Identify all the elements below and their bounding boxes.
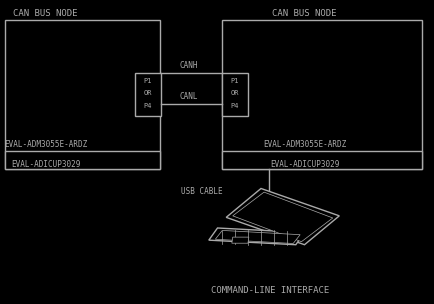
Text: P4: P4 xyxy=(230,103,239,109)
Polygon shape xyxy=(226,188,339,245)
Text: OR: OR xyxy=(230,90,239,96)
Text: CANL: CANL xyxy=(180,92,198,101)
Text: P1: P1 xyxy=(143,78,152,84)
FancyBboxPatch shape xyxy=(221,73,247,116)
Text: CAN BUS NODE: CAN BUS NODE xyxy=(272,9,336,18)
Text: EVAL-ADM3055E-ARDZ: EVAL-ADM3055E-ARDZ xyxy=(262,140,345,149)
Text: P1: P1 xyxy=(230,78,239,84)
Polygon shape xyxy=(208,228,304,245)
Text: P4: P4 xyxy=(143,103,152,109)
Polygon shape xyxy=(215,230,299,244)
Text: COMMAND-LINE INTERFACE: COMMAND-LINE INTERFACE xyxy=(210,286,328,295)
Text: CAN BUS NODE: CAN BUS NODE xyxy=(13,9,78,18)
Text: EVAL-ADM3055E-ARDZ: EVAL-ADM3055E-ARDZ xyxy=(4,140,87,149)
FancyBboxPatch shape xyxy=(5,151,159,169)
FancyBboxPatch shape xyxy=(221,151,421,169)
Text: USB CABLE: USB CABLE xyxy=(181,187,223,196)
FancyBboxPatch shape xyxy=(221,20,421,169)
Polygon shape xyxy=(232,192,332,242)
Text: CANH: CANH xyxy=(180,61,198,70)
Text: OR: OR xyxy=(143,90,152,96)
Polygon shape xyxy=(231,237,248,243)
FancyBboxPatch shape xyxy=(135,73,161,116)
FancyBboxPatch shape xyxy=(5,20,159,169)
Text: EVAL-ADICUP3029: EVAL-ADICUP3029 xyxy=(269,160,339,169)
Text: EVAL-ADICUP3029: EVAL-ADICUP3029 xyxy=(11,160,80,169)
